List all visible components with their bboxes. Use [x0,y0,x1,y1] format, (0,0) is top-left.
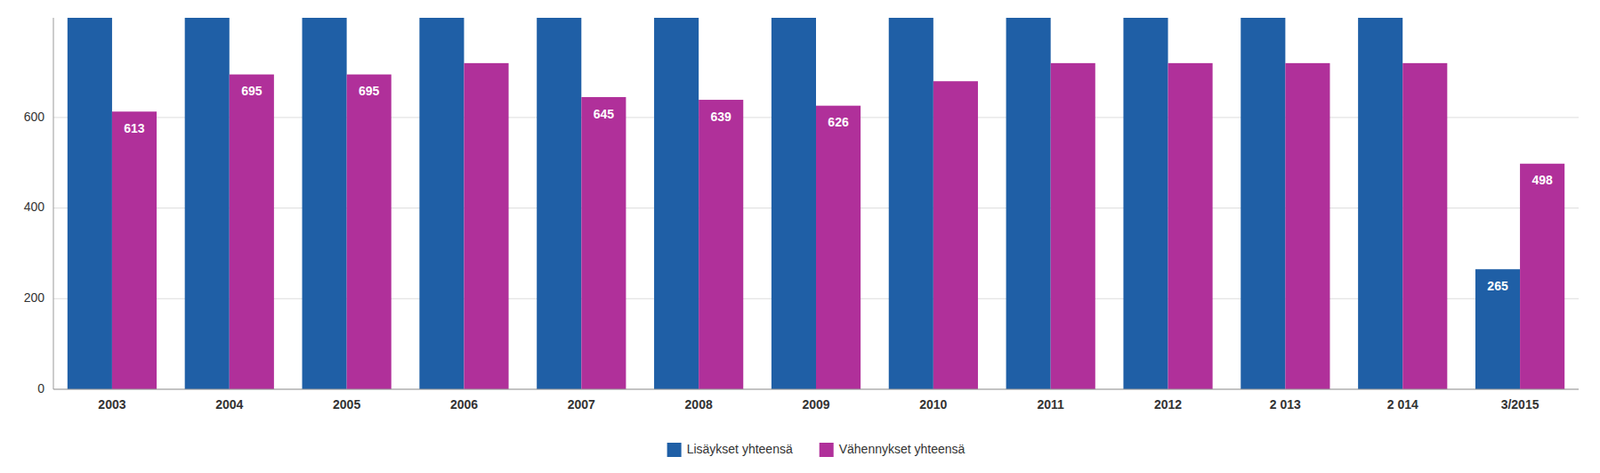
chart-container: 0200400600265613695695645639626498200320… [0,0,1600,473]
bar [185,17,230,389]
x-tick-label: 2011 [1037,396,1066,412]
bar [1006,17,1051,389]
legend-swatch [667,442,682,457]
bar [1475,268,1520,389]
x-tick-label: 2005 [332,396,361,412]
data-label: 639 [711,109,733,124]
bar [654,17,699,389]
bar [112,111,157,389]
legend-item: Vähennykset yhteensä [819,441,966,457]
bar [933,80,978,389]
legend: Lisäykset yhteensä Vähennykset yhteensä [667,441,966,457]
legend-label: Lisäykset yhteensä [686,441,793,456]
bar [1519,163,1565,389]
data-labels: 265 613 695 695 645 639 626 498 [123,83,1553,293]
y-tick-label: 600 [24,109,46,124]
y-tick-label: 400 [24,199,46,214]
y-tick-label: 200 [24,290,46,305]
bar [581,96,626,389]
bar [771,17,817,389]
y-tick-label: 0 [37,380,45,396]
x-tick-label: 2010 [919,396,947,412]
bar [536,17,582,389]
bar [1284,63,1330,389]
x-axis: 2003 2004 2005 2006 2007 2008 2009 2010 2011 2012… [97,396,1539,412]
legend-label: Vähennykset yhteensä [839,441,966,456]
legend-swatch [819,442,834,457]
data-label: 613 [123,121,146,136]
data-label: 626 [827,114,849,130]
x-tick-label: 2 014 [1387,396,1419,412]
bar [1050,63,1096,389]
data-label: 265 [1486,278,1509,293]
x-tick-label: 2012 [1154,396,1182,412]
x-tick-label: 2006 [450,396,478,412]
bar [698,99,744,389]
x-tick-label: 2008 [685,396,713,412]
data-label: 498 [1531,172,1553,187]
bar [347,74,392,389]
bar [1123,17,1168,389]
x-tick-label: 2004 [215,396,243,412]
bar [1402,63,1447,389]
y-axis: 0 200 400 600 [24,109,46,396]
bar [229,74,275,389]
data-label: 695 [358,83,380,98]
data-label: 645 [593,106,615,122]
bar [419,17,464,389]
x-tick-label: 3/2015 [1501,396,1540,412]
y-axis-line [53,17,55,389]
x-tick-label: 2009 [801,396,830,412]
chart: 0200400600265613695695645639626498200320… [0,0,1600,473]
bar [1240,17,1285,389]
bar [1357,17,1403,389]
x-tick-label: 2 013 [1269,396,1302,412]
x-axis-line [53,388,1579,390]
x-tick-label: 2003 [97,396,126,412]
bar [1168,63,1213,389]
bar [888,17,934,389]
grid-line [53,388,1579,390]
bar [302,17,348,389]
data-label: 695 [241,83,263,98]
bar [463,63,509,389]
bar [816,105,861,389]
bars [67,17,1565,389]
bar [67,17,113,389]
x-tick-label: 2007 [567,396,596,412]
legend-item: Lisäykset yhteensä [667,441,793,457]
